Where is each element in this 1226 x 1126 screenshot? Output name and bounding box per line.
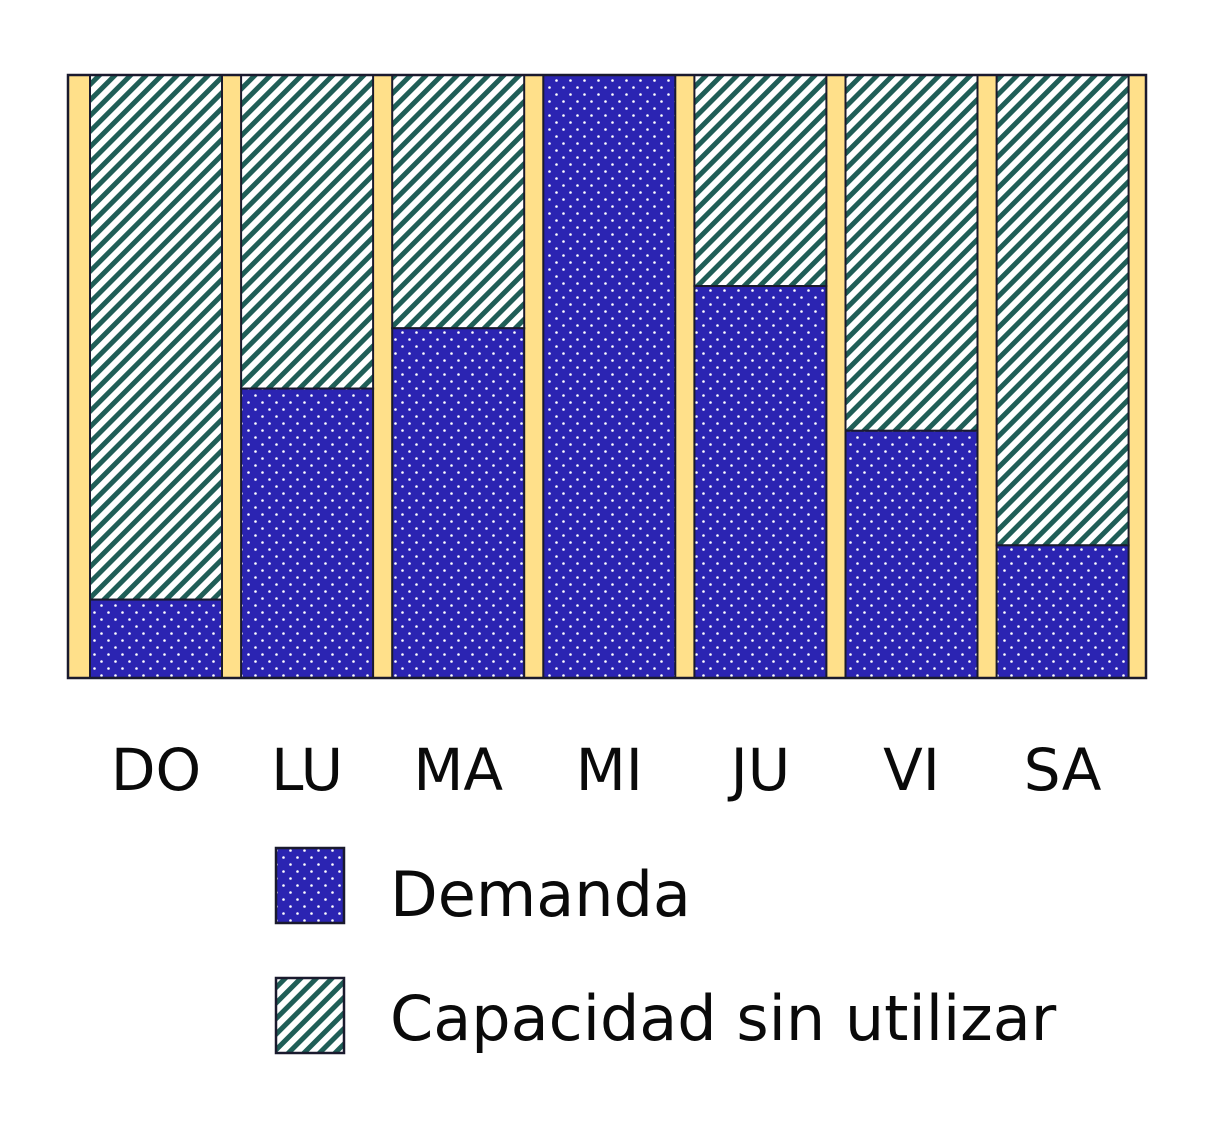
bar-unused-lu bbox=[240, 74, 375, 390]
bar-demand-mi bbox=[542, 74, 677, 679]
bar-unused-do bbox=[89, 74, 223, 601]
bar-demand-lu bbox=[240, 387, 375, 679]
x-tick-labels: DO LU MA MI JU VI SA bbox=[111, 736, 1102, 804]
bar-demand-ma bbox=[391, 327, 526, 679]
legend: Demanda Capacidad sin utilizar bbox=[274, 846, 1057, 1055]
plot-border bbox=[66, 73, 1148, 680]
bar-unused-ma bbox=[391, 74, 526, 330]
bar-unused-sa bbox=[995, 74, 1130, 547]
bar-unused-ju bbox=[693, 74, 828, 288]
x-tick-sa: SA bbox=[1024, 736, 1102, 804]
x-tick-ma: MA bbox=[413, 736, 503, 804]
bar-demand-vi bbox=[844, 429, 979, 679]
bar-demand-ju bbox=[693, 285, 828, 679]
x-tick-mi: MI bbox=[576, 736, 643, 804]
legend-label-capacidad: Capacidad sin utilizar bbox=[390, 982, 1057, 1055]
legend-swatch-capacidad bbox=[274, 976, 346, 1055]
bars-group bbox=[89, 74, 1130, 680]
bar-unused-vi bbox=[844, 74, 979, 432]
x-tick-lu: LU bbox=[271, 736, 343, 804]
x-tick-vi: VI bbox=[883, 736, 940, 804]
legend-swatch-demanda bbox=[274, 846, 346, 925]
bar-demand-sa bbox=[995, 544, 1130, 680]
x-tick-do: DO bbox=[111, 736, 201, 804]
legend-label-demanda: Demanda bbox=[390, 858, 691, 931]
bar-demand-do bbox=[89, 598, 223, 679]
x-tick-ju: JU bbox=[728, 736, 791, 804]
